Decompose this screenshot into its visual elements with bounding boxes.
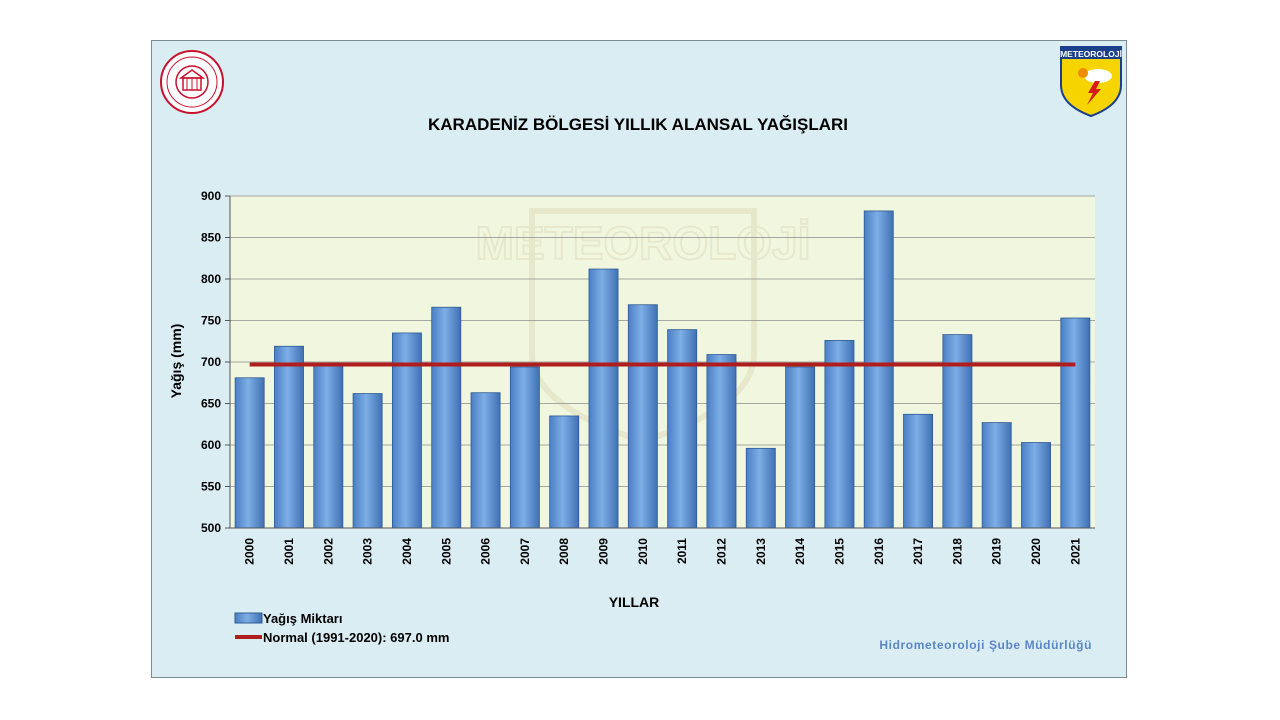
bar-2008 [549, 415, 580, 529]
meteoroloji-shield-logo: METEOROLOJİ [1060, 46, 1122, 118]
x-tick-label: 2012 [714, 538, 728, 565]
x-tick-label: 2011 [675, 538, 689, 564]
y-axis-ticks: 500 550 600 650 700 750 800 850 900 [201, 189, 230, 535]
bar-2021 [1060, 317, 1091, 529]
bars [234, 210, 1091, 529]
bar-2014 [785, 366, 816, 529]
y-tick-label: 900 [201, 189, 221, 203]
y-tick-label: 650 [201, 397, 221, 411]
bar-2006 [470, 392, 501, 529]
bar-2013 [745, 447, 776, 529]
x-tick-label: 2013 [754, 538, 768, 565]
shield-logo-text: METEOROLOJİ [1060, 49, 1122, 59]
bar-2012 [706, 354, 737, 529]
legend-bar-swatch [234, 612, 263, 624]
x-tick-label: 2007 [518, 538, 532, 565]
bar-2015 [824, 340, 855, 529]
watermark-text: METEOROLOJİ [476, 217, 811, 269]
x-tick-label: 2008 [557, 538, 571, 565]
bar-2007 [509, 366, 540, 529]
department-credit: Hidrometeoroloji Şube Müdürlüğü [879, 638, 1092, 652]
bar-2002 [313, 364, 344, 529]
bar-2018 [942, 334, 973, 529]
x-tick-label: 2010 [636, 538, 650, 565]
bar-2005 [431, 306, 462, 529]
x-tick-label: 2002 [321, 538, 335, 565]
x-tick-label: 2021 [1068, 538, 1082, 565]
x-tick-label: 2000 [243, 538, 257, 565]
legend-bar-label: Yağış Miktarı [263, 611, 342, 626]
bar-2003 [352, 393, 383, 529]
chart-slide: METEOROLOJİ KARADENİZ BÖLGESİ YILLIK ALA… [151, 40, 1127, 678]
x-tick-label: 2015 [832, 538, 846, 565]
ministry-seal-logo [160, 50, 224, 114]
bar-2016 [863, 210, 894, 529]
x-axis-ticks: 2000 2001 2002 2003 2004 2005 2006 2007 2008 2009… [243, 538, 1083, 565]
y-tick-label: 500 [201, 521, 221, 535]
bar-2010 [627, 304, 658, 529]
y-tick-label: 700 [201, 355, 221, 369]
bar-2019 [981, 422, 1012, 529]
y-tick-label: 750 [201, 314, 221, 328]
x-tick-label: 2014 [793, 538, 807, 565]
x-tick-label: 2004 [400, 538, 414, 565]
x-tick-label: 2020 [1029, 538, 1043, 565]
y-tick-label: 600 [201, 438, 221, 452]
bar-2004 [391, 332, 422, 529]
y-tick-label: 850 [201, 231, 221, 245]
x-tick-label: 2009 [597, 538, 611, 565]
x-tick-label: 2001 [282, 538, 296, 565]
x-tick-label: 2016 [872, 538, 886, 565]
x-tick-label: 2018 [950, 538, 964, 565]
chart-title: KARADENİZ BÖLGESİ YILLIK ALANSAL YAĞIŞLA… [428, 115, 848, 134]
x-tick-label: 2017 [911, 538, 925, 565]
bar-2017 [903, 413, 934, 529]
legend-line-label: Normal (1991-2020): 697.0 mm [263, 630, 449, 645]
bar-2011 [667, 329, 698, 529]
y-axis-label: Yağış (mm) [168, 324, 184, 399]
bar-2020 [1021, 442, 1051, 529]
y-tick-label: 800 [201, 272, 221, 286]
precipitation-chart: METEOROLOJİ KARADENİZ BÖLGESİ YILLIK ALA… [160, 46, 1122, 652]
bar-2001 [274, 345, 304, 529]
y-tick-label: 550 [201, 480, 221, 494]
bar-2000 [234, 377, 265, 529]
x-tick-label: 2005 [439, 538, 453, 565]
x-axis-label: YILLAR [609, 594, 660, 610]
x-tick-label: 2003 [361, 538, 375, 565]
x-tick-label: 2019 [990, 538, 1004, 565]
bar-2009 [588, 268, 619, 529]
x-tick-label: 2006 [479, 538, 493, 565]
axes [229, 196, 1095, 529]
legend: Yağış Miktarı Normal (1991-2020): 697.0 … [234, 611, 449, 645]
